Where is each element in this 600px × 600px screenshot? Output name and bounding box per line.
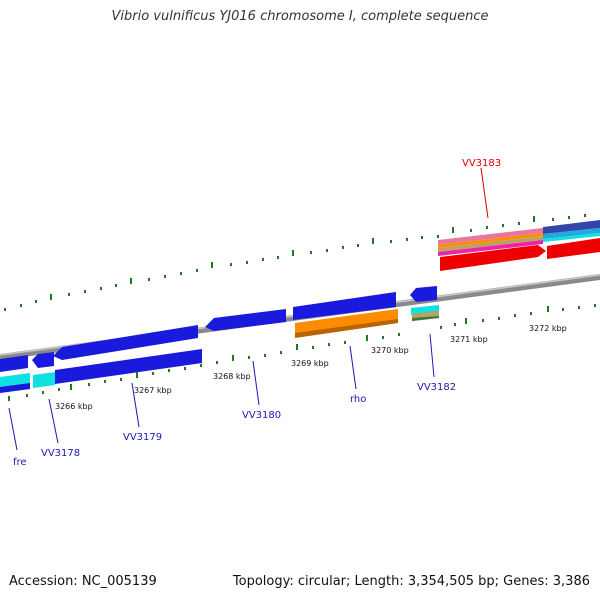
accession-text: Accession: NC_005139: [9, 574, 157, 589]
gene-label-vv3180[interactable]: VV3180: [242, 410, 281, 421]
tick-label-3267: 3267 kbp: [134, 386, 172, 395]
gene-label-vv3179[interactable]: VV3179: [123, 432, 162, 443]
gene-rho-forward[interactable]: [293, 292, 396, 320]
topology-summary: Topology: circular; Length: 3,354,505 bp…: [232, 574, 590, 589]
tick-label-3270: 3270 kbp: [371, 346, 409, 355]
map-title: Vibrio vulnificus YJ016 chromosome I, co…: [111, 9, 489, 24]
secondary-genes: [0, 305, 439, 393]
label-leaders: [8, 167, 489, 451]
tick-label-3266: 3266 kbp: [55, 402, 93, 411]
gene-label-vv3183[interactable]: VV3183: [462, 158, 501, 169]
tick-label-3271: 3271 kbp: [450, 335, 488, 344]
inner-tick-ring: [8, 304, 596, 401]
gene-label-vv3182[interactable]: VV3182: [417, 382, 456, 393]
tick-label-3272: 3272 kbp: [529, 324, 567, 333]
gene-label-fre[interactable]: fre: [13, 457, 27, 468]
gene-vv3180-forward[interactable]: [205, 309, 286, 331]
gene-label-vv3178[interactable]: VV3178: [41, 448, 80, 459]
gene-vv3179-forward[interactable]: [53, 325, 198, 360]
gene-vv3182-forward[interactable]: [410, 286, 437, 302]
outer-tick-ring: [4, 214, 586, 311]
gene-label-rho[interactable]: rho: [350, 394, 366, 405]
vv3183-feature-bands: [438, 220, 600, 256]
gene-labels: fre VV3178 VV3179 VV3180 rho VV3182 VV31…: [13, 158, 501, 468]
forward-genes: [0, 238, 600, 372]
gene-fre-forward[interactable]: [0, 355, 28, 372]
gene-vv3183-forward[interactable]: [440, 245, 546, 271]
gene-vv3178-forward[interactable]: [32, 352, 54, 368]
tick-label-3268: 3268 kbp: [213, 372, 251, 381]
tick-label-3269: 3269 kbp: [291, 359, 329, 368]
tick-labels: 3266 kbp 3267 kbp 3268 kbp 3269 kbp 3270…: [55, 324, 567, 411]
